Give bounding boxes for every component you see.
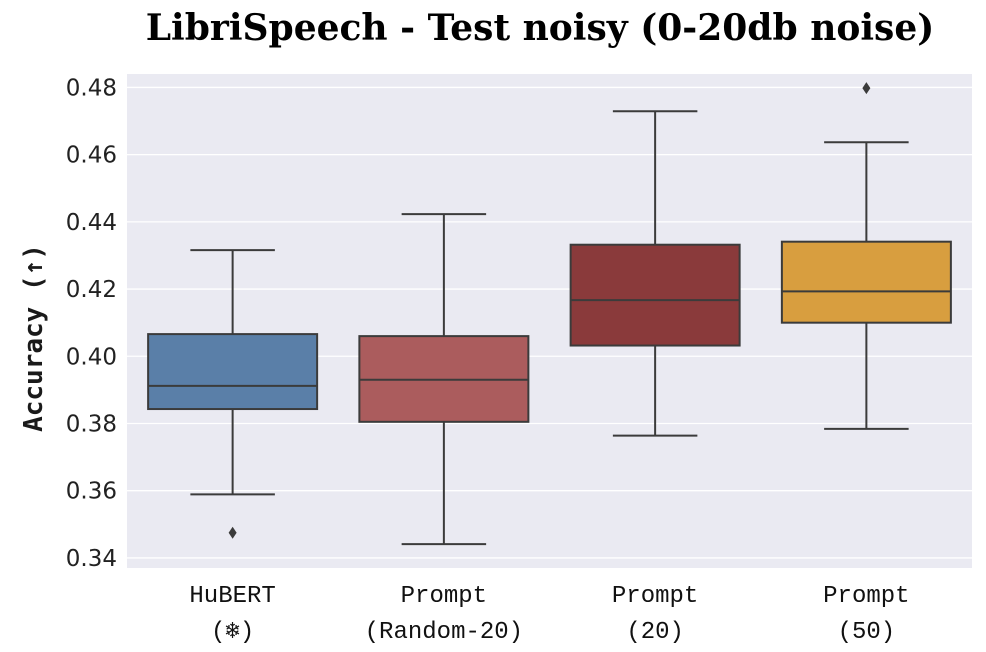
box — [569, 243, 741, 347]
y-tick-label: 0.48 — [66, 75, 117, 101]
x-tick-label: Prompt — [612, 583, 698, 610]
box-group — [780, 82, 952, 430]
y-tick-label: 0.40 — [66, 344, 117, 370]
y-axis-label: Accuracy (↑) — [19, 244, 49, 432]
box-plots — [147, 82, 952, 546]
y-tick-label: 0.44 — [66, 210, 117, 236]
x-tick-label: (Random-20) — [365, 619, 523, 646]
y-tick-label: 0.34 — [66, 546, 117, 572]
chart-title: LibriSpeech - Test noisy (0-20db noise) — [146, 7, 935, 49]
y-tick-label: 0.42 — [66, 277, 117, 303]
box-group — [358, 213, 530, 546]
y-axis-ticks: 0.34 0.36 0.38 0.40 0.42 0.44 0.46 0.48 — [66, 75, 117, 571]
y-tick-label: 0.36 — [66, 479, 117, 505]
box — [147, 333, 319, 411]
y-tick-label: 0.46 — [66, 143, 117, 169]
x-tick-label: (50) — [838, 619, 896, 646]
outlier-point — [862, 82, 871, 95]
box-group — [147, 249, 319, 539]
x-tick-label: Prompt — [401, 583, 487, 610]
outlier-point — [228, 526, 237, 539]
x-tick-label: (❄) — [211, 619, 254, 646]
x-tick-label: HuBERT — [189, 583, 275, 610]
x-tick-label: Prompt — [823, 583, 909, 610]
box — [780, 240, 952, 324]
x-axis-ticks: HuBERT (❄) Prompt (Random-20) Prompt (20) Prom… — [189, 583, 909, 646]
box-group — [569, 110, 741, 437]
y-tick-label: 0.38 — [66, 411, 117, 437]
x-tick-label: (20) — [626, 619, 684, 646]
